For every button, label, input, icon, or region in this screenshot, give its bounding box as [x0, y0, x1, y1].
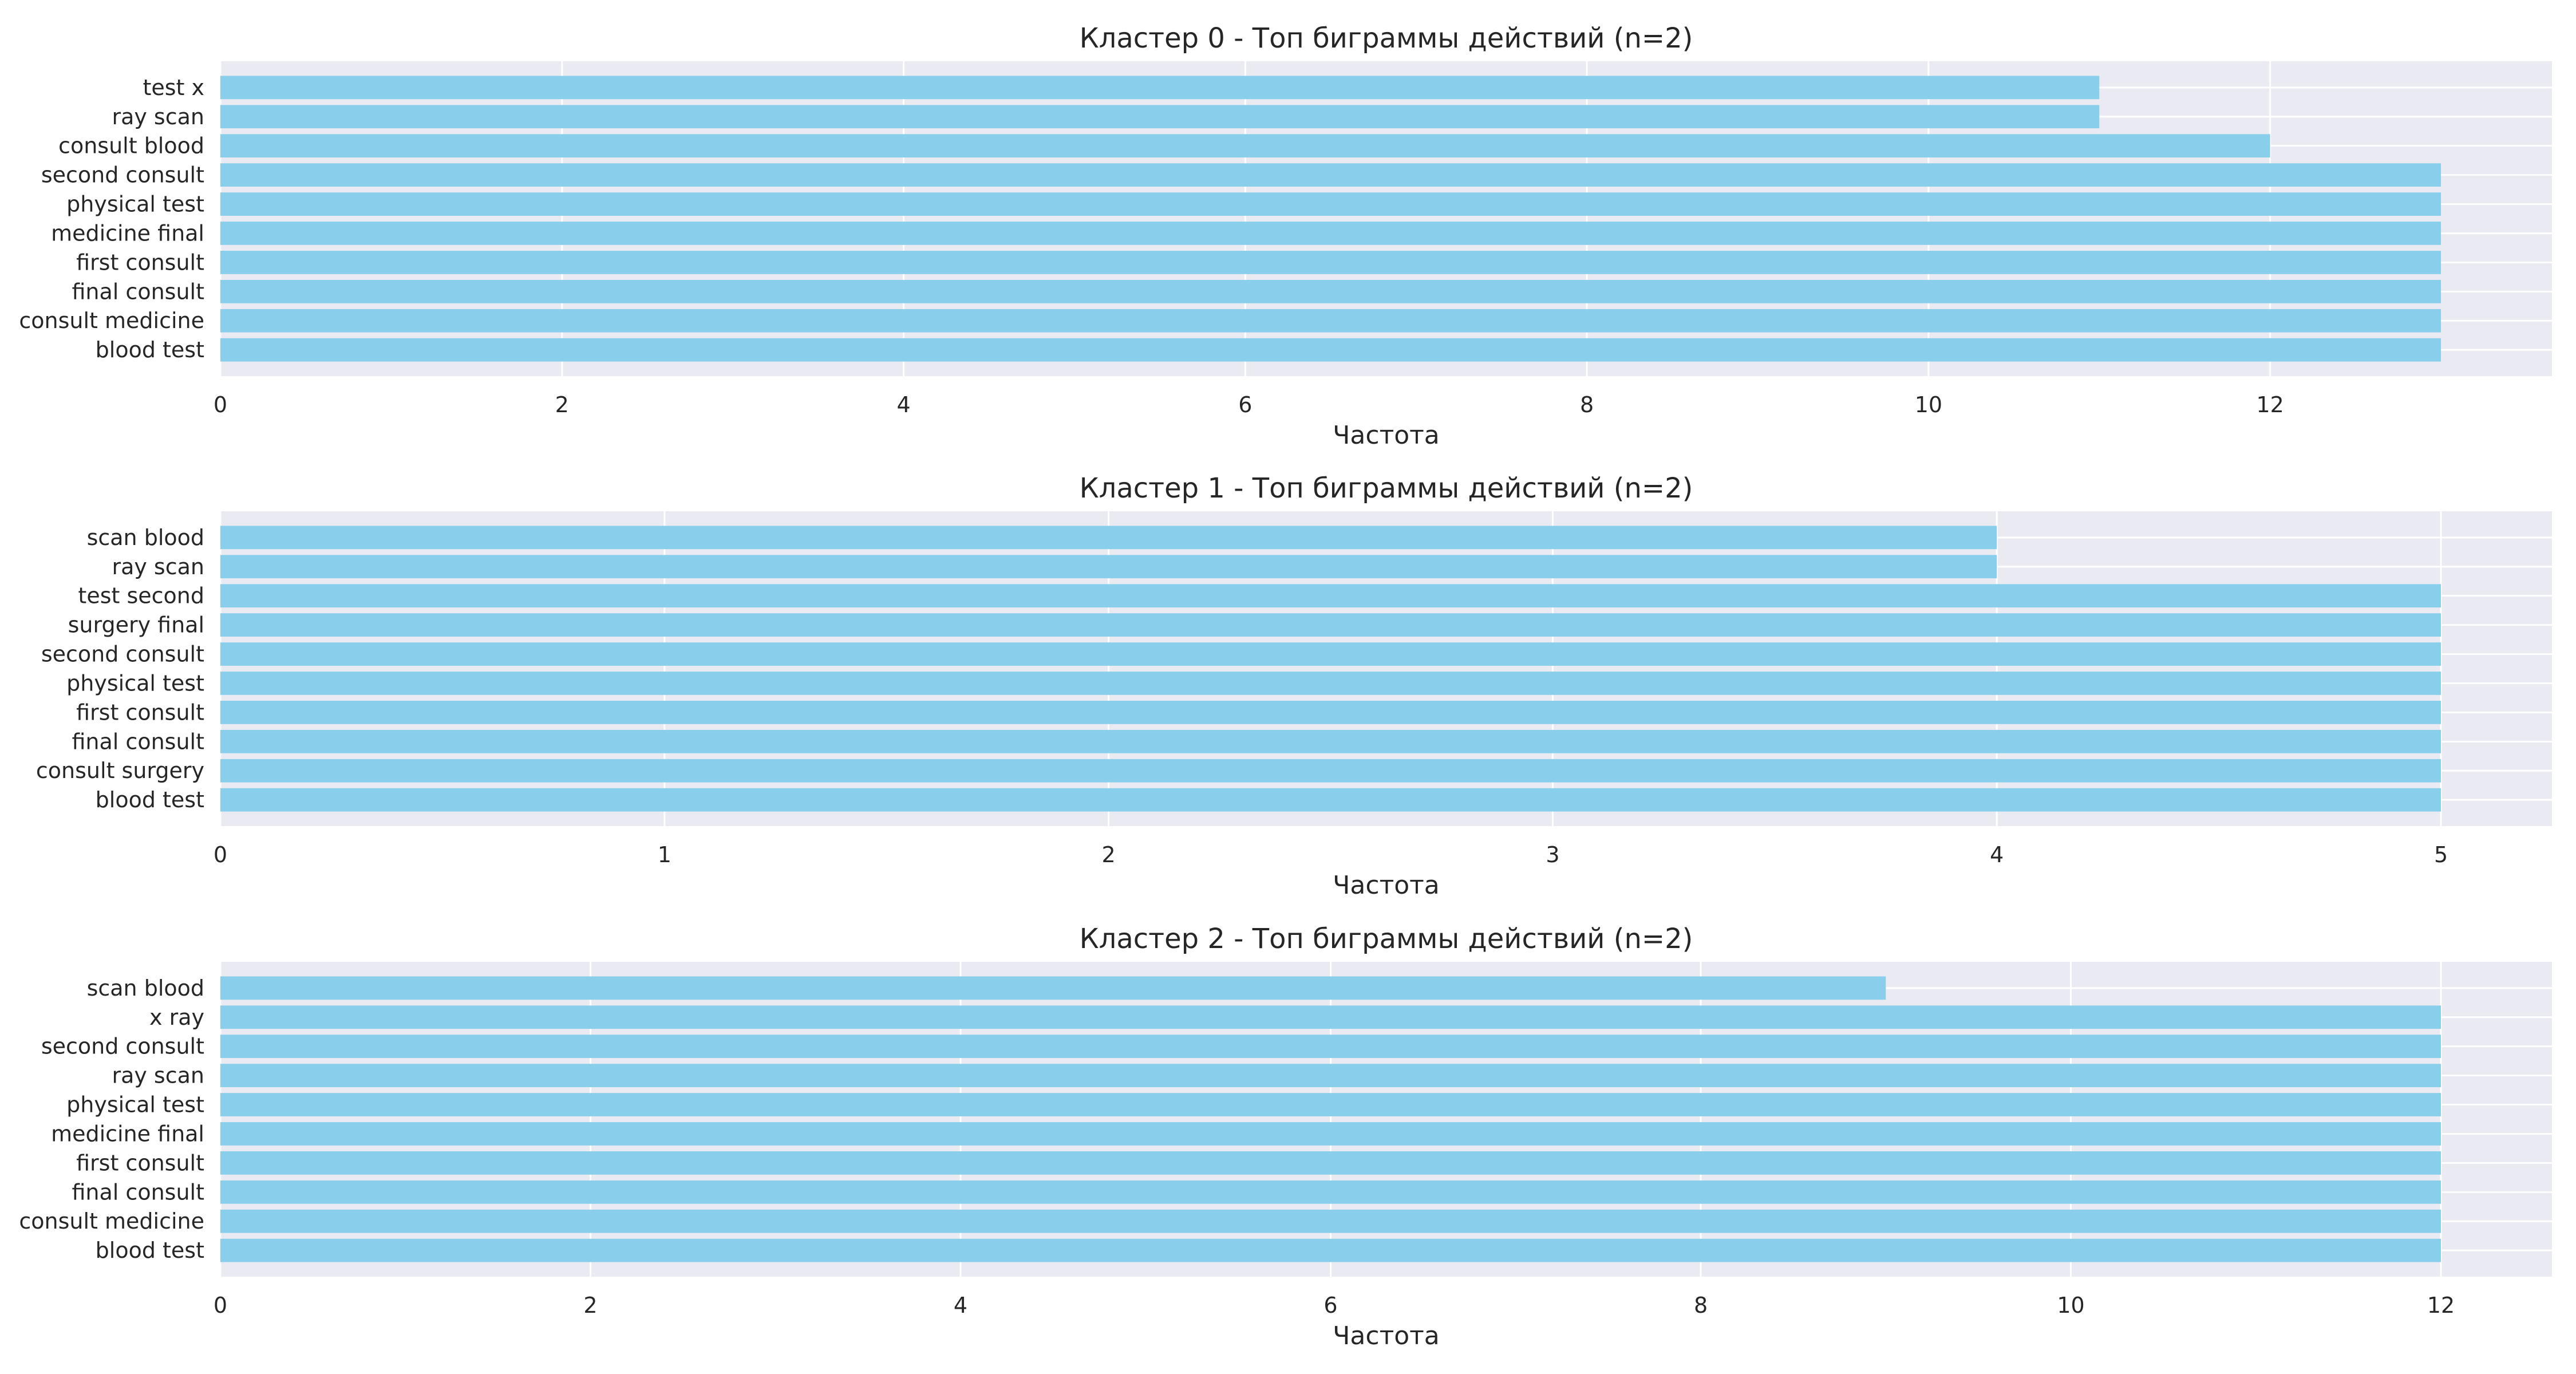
- bar: [220, 976, 1886, 1000]
- bar: [220, 1209, 2441, 1233]
- bar: [220, 526, 1997, 550]
- x-tick-label: 1: [658, 842, 671, 867]
- x-tick-label: 0: [214, 1293, 227, 1318]
- y-tick-label: first consult: [76, 700, 204, 725]
- bar: [220, 1238, 2441, 1262]
- x-axis-label: Частота: [1333, 1321, 1439, 1351]
- x-tick-label: 10: [2057, 1293, 2084, 1318]
- y-tick-label: surgery final: [68, 613, 204, 638]
- bar: [220, 309, 2441, 333]
- x-tick-label: 4: [954, 1293, 967, 1318]
- x-tick-label: 12: [2256, 392, 2283, 417]
- chart-panel-0: blood test consult medicine final consult f…: [19, 22, 2552, 450]
- x-tick-label: 12: [2427, 1293, 2455, 1318]
- bar: [220, 729, 2441, 753]
- y-tick-label: x ray: [149, 1005, 204, 1030]
- bar: [220, 134, 2270, 158]
- bar: [220, 1122, 2441, 1146]
- x-tick-label: 5: [2434, 842, 2448, 867]
- y-tick-label: ray scan: [112, 104, 204, 129]
- chart-title: Кластер 2 - Топ биграммы действий (n=2): [1080, 923, 1693, 955]
- y-tick-label: physical test: [66, 1092, 204, 1118]
- bar: [220, 163, 2441, 187]
- y-tick-label: test second: [78, 583, 204, 609]
- bar: [220, 251, 2441, 274]
- bar: [220, 1035, 2441, 1059]
- bar: [220, 105, 2100, 129]
- x-axis-label: Частота: [1333, 421, 1439, 450]
- x-tick-label: 0: [214, 392, 227, 417]
- bar: [220, 1093, 2441, 1116]
- x-tick-label: 4: [1990, 842, 2004, 867]
- chart-title: Кластер 1 - Топ биграммы действий (n=2): [1080, 472, 1693, 504]
- x-tick-label: 4: [896, 392, 910, 417]
- bar: [220, 192, 2441, 216]
- bar: [220, 1005, 2441, 1029]
- bar: [220, 788, 2441, 812]
- x-tick-label: 0: [214, 842, 227, 867]
- y-tick-label: first consult: [76, 1150, 204, 1175]
- y-tick-label: final consult: [72, 1179, 204, 1205]
- chart-panel-2: blood test consult medicine final consult f…: [19, 923, 2552, 1351]
- x-tick-label: 2: [555, 392, 569, 417]
- bar: [220, 338, 2441, 362]
- bar: [220, 555, 1997, 579]
- bar: [220, 76, 2100, 100]
- x-tick-label: 6: [1323, 1293, 1337, 1318]
- bar: [220, 279, 2441, 303]
- bar: [220, 759, 2441, 783]
- y-tick-label: second consult: [41, 163, 204, 188]
- y-tick-label: first consult: [76, 250, 204, 275]
- y-tick-label: consult blood: [58, 133, 204, 159]
- y-tick-label: blood test: [96, 1238, 204, 1263]
- bar: [220, 642, 2441, 666]
- x-tick-label: 8: [1694, 1293, 1708, 1318]
- x-tick-label: 2: [583, 1293, 597, 1318]
- bar: [220, 222, 2441, 245]
- chart-panel-1: blood test consult surgery final consult fi…: [36, 472, 2552, 900]
- x-tick-label: 3: [1546, 842, 1559, 867]
- bar: [220, 672, 2441, 695]
- y-tick-label: medicine final: [51, 1121, 204, 1146]
- y-tick-label: consult surgery: [36, 758, 204, 783]
- bar: [220, 613, 2441, 637]
- y-tick-label: physical test: [66, 670, 204, 696]
- x-tick-label: 10: [1915, 392, 1942, 417]
- bar: [220, 1151, 2441, 1175]
- y-tick-label: scan blood: [87, 525, 204, 550]
- y-tick-label: ray scan: [112, 1063, 204, 1088]
- y-tick-label: test x: [143, 75, 204, 100]
- bar: [220, 1180, 2441, 1204]
- x-tick-label: 8: [1580, 392, 1594, 417]
- y-tick-label: ray scan: [112, 554, 204, 579]
- y-tick-label: physical test: [66, 192, 204, 217]
- y-tick-label: consult medicine: [19, 308, 204, 333]
- y-tick-label: final consult: [72, 279, 204, 304]
- y-tick-label: medicine final: [51, 220, 204, 246]
- bar: [220, 701, 2441, 724]
- y-tick-label: consult medicine: [19, 1209, 204, 1234]
- y-tick-label: blood test: [96, 787, 204, 812]
- bar: [220, 1064, 2441, 1087]
- y-tick-label: second consult: [41, 642, 204, 667]
- y-tick-label: blood test: [96, 337, 204, 362]
- bar: [220, 584, 2441, 608]
- y-tick-label: final consult: [72, 729, 204, 754]
- chart-title: Кластер 0 - Топ биграммы действий (n=2): [1080, 22, 1693, 54]
- y-tick-label: second consult: [41, 1034, 204, 1059]
- x-tick-label: 6: [1238, 392, 1252, 417]
- y-tick-label: scan blood: [87, 976, 204, 1001]
- x-tick-label: 2: [1102, 842, 1116, 867]
- x-axis-label: Частота: [1333, 871, 1439, 900]
